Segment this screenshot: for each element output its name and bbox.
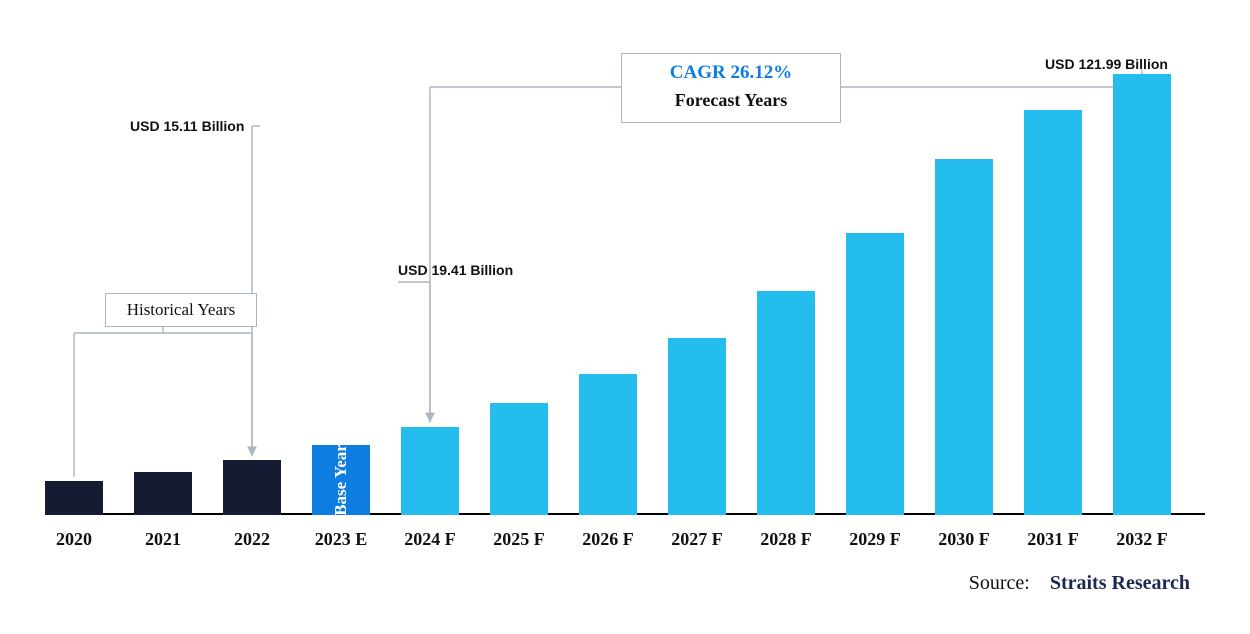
bar-2025f <box>490 403 548 515</box>
x-axis-label: 2027 F <box>671 529 723 550</box>
bar-2022 <box>223 460 281 515</box>
bar-2031f <box>1024 110 1082 515</box>
bar-2024f <box>401 427 459 516</box>
bar-2027f <box>668 338 726 516</box>
value-label-2024: USD 19.41 Billion <box>398 262 513 278</box>
value-label-2022: USD 15.11 Billion <box>130 118 244 134</box>
x-axis-label: 2032 F <box>1116 529 1168 550</box>
forecast-years-text: Forecast Years <box>622 84 840 111</box>
bar-2021 <box>134 472 192 515</box>
source-attribution: Source: Straits Research <box>969 572 1190 595</box>
cagr-text: CAGR 26.12% <box>622 54 840 84</box>
x-axis-label: 2026 F <box>582 529 634 550</box>
x-axis-label: 2028 F <box>760 529 812 550</box>
x-axis-label: 2023 E <box>315 529 368 550</box>
x-axis-label: 2021 <box>145 529 181 550</box>
historical-years-callout: Historical Years <box>105 293 257 327</box>
x-axis-label: 2030 F <box>938 529 990 550</box>
bar-2026f <box>579 374 637 515</box>
bar-2028f <box>757 291 815 515</box>
x-axis-label: 2024 F <box>404 529 456 550</box>
x-axis-label: 2025 F <box>493 529 545 550</box>
historical-years-text: Historical Years <box>106 294 256 326</box>
base-year-label: Base Year <box>331 444 351 516</box>
x-axis-label: 2020 <box>56 529 92 550</box>
x-axis-label: 2031 F <box>1027 529 1079 550</box>
value-label-2032: USD 121.99 Billion <box>1045 56 1168 72</box>
forecast-callout: CAGR 26.12% Forecast Years <box>621 53 841 123</box>
source-value: Straits Research <box>1050 572 1190 594</box>
x-axis-label: 2022 <box>234 529 270 550</box>
bar-2030f <box>935 159 993 515</box>
bar-2029f <box>846 233 904 515</box>
x-axis-label: 2029 F <box>849 529 901 550</box>
bar-2032f <box>1113 74 1171 515</box>
bar-2020 <box>45 481 103 515</box>
source-label: Source: <box>969 572 1030 594</box>
bar-2023e: Base Year <box>312 445 370 515</box>
